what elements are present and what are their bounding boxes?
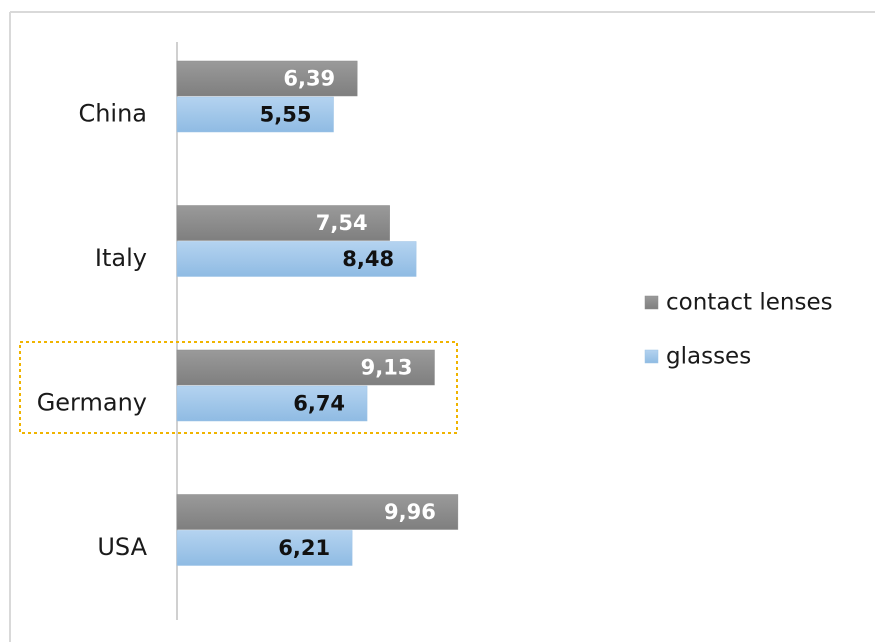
value-label: 8,48 (342, 247, 394, 271)
bar (176, 349, 435, 386)
bar (176, 96, 334, 133)
value-label: 6,39 (283, 67, 335, 91)
bar (176, 205, 390, 241)
bar (176, 385, 368, 422)
category-label: Italy (95, 244, 147, 272)
legend-label: contact lenses (666, 290, 833, 316)
category-label: China (78, 100, 147, 128)
category-label: USA (97, 533, 147, 561)
highlight-box (19, 341, 458, 434)
value-label: 7,54 (316, 211, 368, 235)
bar (176, 494, 459, 530)
value-label: 6,21 (278, 536, 330, 560)
bar (176, 530, 353, 566)
value-label: 5,55 (260, 103, 312, 127)
value-label: 9,96 (384, 500, 436, 524)
bar (176, 60, 358, 97)
legend-label: glasses (666, 344, 751, 370)
bar (176, 241, 417, 277)
legend-swatch (644, 295, 659, 310)
category-label: Germany (37, 389, 147, 417)
value-label: 9,13 (361, 356, 413, 380)
legend-swatch (644, 349, 659, 364)
value-label: 6,74 (293, 392, 345, 416)
